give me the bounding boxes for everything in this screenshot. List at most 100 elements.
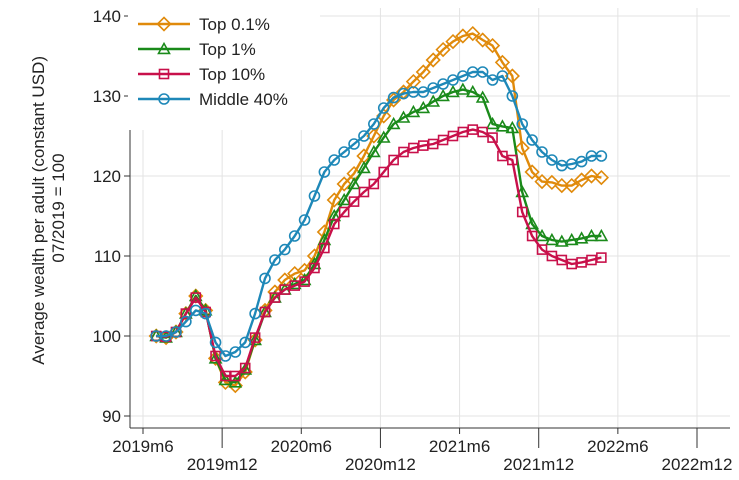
data-point [347,176,361,190]
legend-marker [158,68,170,80]
data-point [289,280,300,291]
data-point [348,196,360,207]
data-point [366,144,381,158]
data-point [199,307,212,320]
series-middle-40- [150,66,608,362]
data-point [416,100,431,114]
data-point [249,332,261,343]
data-point [506,90,519,102]
data-point [584,228,599,242]
data-point [435,41,451,58]
data-point [328,154,341,166]
data-point [475,32,491,48]
data-point [248,332,262,346]
data-point [288,230,301,242]
data-point [230,370,241,382]
data-point [239,362,251,374]
legend-label: Top 1% [199,40,256,59]
x-tick-label: 2019m12 [187,455,258,474]
x-tick-label: 2022m6 [587,437,648,456]
data-point [546,250,558,262]
x-tick-label: 2019m6 [112,437,173,456]
data-point [219,350,232,362]
legend-item: Top 0.1% [138,15,270,34]
data-point [574,231,589,244]
data-point [358,130,370,142]
data-point [504,68,520,84]
data-point [396,110,411,123]
data-point [566,258,577,270]
data-point [446,84,460,98]
data-point [564,232,579,246]
data-point [544,174,560,191]
data-point [456,82,470,95]
data-point [378,166,390,178]
y-axis-title-line-1: Average wealth per adult (constant USD) [29,56,48,365]
data-point [388,154,399,166]
data-point [427,138,439,150]
data-point [328,218,340,230]
data-point [170,326,182,338]
data-point [514,140,530,156]
data-point [218,372,233,386]
data-point [417,86,430,98]
data-point [269,254,281,266]
data-point [556,254,568,266]
data-point [188,288,203,302]
y-tick-label: 140 [93,7,121,26]
data-point [595,150,608,162]
data-point [366,128,382,144]
data-point [526,134,538,146]
legend-item: Top 1% [138,40,256,59]
data-point [436,88,450,102]
data-point [437,134,449,146]
data-point [426,94,441,107]
data-point [336,176,352,192]
data-point [358,186,370,198]
data-point [535,228,549,242]
legend-marker [157,41,171,55]
data-point [445,33,461,50]
data-point [457,126,469,138]
y-tick-label: 120 [93,167,121,186]
data-point [447,74,459,86]
data-point [545,232,559,246]
data-point [376,130,391,143]
legend-item: Middle 40% [138,90,288,109]
data-point [465,25,481,42]
data-point [348,138,360,150]
data-point [447,130,459,142]
data-point [368,178,380,190]
data-point [596,252,607,263]
legend-item: Top 10% [138,65,265,84]
data-point [377,102,390,114]
data-point [278,243,291,256]
data-point [437,78,449,90]
data-point [337,192,352,206]
data-point [279,284,291,295]
data-point [575,155,588,168]
data-point [594,228,609,242]
data-point [505,120,520,134]
data-point [516,206,528,218]
data-point [507,154,518,166]
data-point [467,124,479,135]
data-point [496,70,509,82]
data-point [405,73,422,90]
legend-label: Top 0.1% [199,15,270,34]
data-point [475,90,490,103]
data-point [386,116,401,130]
data-point [319,242,330,254]
data-point [160,330,172,342]
data-point [326,192,342,208]
legend-label: Middle 40% [199,90,288,109]
data-point [220,370,231,382]
data-point [536,244,548,255]
data-point [586,254,597,266]
data-point [298,214,311,226]
y-tick-label: 100 [93,327,121,346]
data-point [408,142,419,154]
data-point [425,52,441,68]
series-lines [148,25,610,394]
data-point [299,276,310,287]
